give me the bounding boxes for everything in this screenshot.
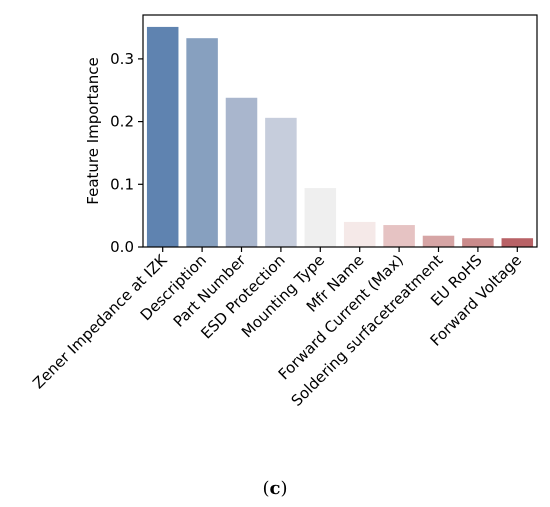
plot-frame — [142, 14, 538, 248]
figure-caption: (c) — [0, 478, 550, 499]
y-tick-label: 0.0 — [110, 238, 134, 256]
bar — [462, 238, 494, 247]
bar — [186, 38, 218, 248]
bar — [225, 97, 258, 247]
bar — [422, 235, 455, 247]
bar — [265, 117, 297, 248]
caption-letter: c — [269, 478, 281, 499]
y-tick-label: 0.1 — [110, 175, 134, 193]
bar — [383, 225, 415, 247]
bar — [343, 221, 376, 247]
bar — [501, 238, 534, 247]
bar — [146, 26, 179, 247]
y-tick-label: 0.2 — [110, 113, 134, 131]
caption-open: ( — [262, 478, 270, 499]
caption-close: ) — [280, 478, 288, 499]
bar — [304, 188, 337, 247]
y-axis-label: Feature Importance — [84, 57, 102, 204]
y-tick-label: 0.3 — [110, 50, 134, 68]
